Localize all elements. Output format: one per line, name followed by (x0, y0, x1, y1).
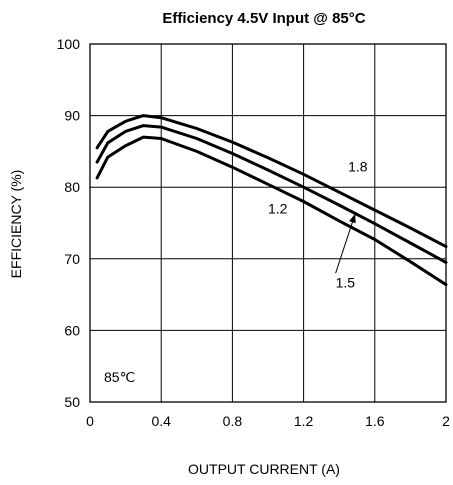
curve-label-1-5: 1.5 (336, 274, 356, 290)
pointer-line (335, 213, 356, 274)
x-tick-label: 2 (442, 413, 450, 429)
curve-label-1-8: 1.8 (348, 158, 368, 174)
y-tick-label: 60 (64, 322, 80, 338)
series-line-1-8 (95, 114, 448, 249)
curve-label-1-2: 1.2 (268, 201, 288, 217)
y-axis-label: EFFICIENCY (%) (8, 170, 24, 279)
x-tick-label: 0.4 (151, 413, 171, 429)
series-line-1-2 (95, 135, 448, 287)
grid (90, 44, 446, 402)
chart-title: Efficiency 4.5V Input @ 85°C (162, 10, 365, 27)
x-tick-label: 0.8 (223, 413, 243, 429)
series-line-1-5 (95, 124, 448, 264)
x-tick-label: 0 (86, 413, 94, 429)
tick-labels: 0 0.4 0.8 1.2 1.6 2 50 60 70 80 90 100 (57, 36, 450, 429)
y-tick-label: 100 (57, 36, 81, 52)
temperature-annotation: 85℃ (104, 369, 135, 385)
arrowhead-icon (349, 213, 356, 224)
plot-frame (89, 43, 447, 403)
y-tick-label: 80 (64, 179, 80, 195)
x-axis-label: OUTPUT CURRENT (A) (188, 461, 340, 477)
curve-labels: 1.8 1.2 1.5 (268, 158, 368, 290)
x-tick-label: 1.2 (294, 413, 314, 429)
y-tick-label: 70 (64, 251, 80, 267)
x-tick-label: 1.6 (365, 413, 385, 429)
y-tick-label: 50 (64, 394, 80, 410)
series-group (95, 114, 448, 287)
y-tick-label: 90 (64, 108, 80, 124)
